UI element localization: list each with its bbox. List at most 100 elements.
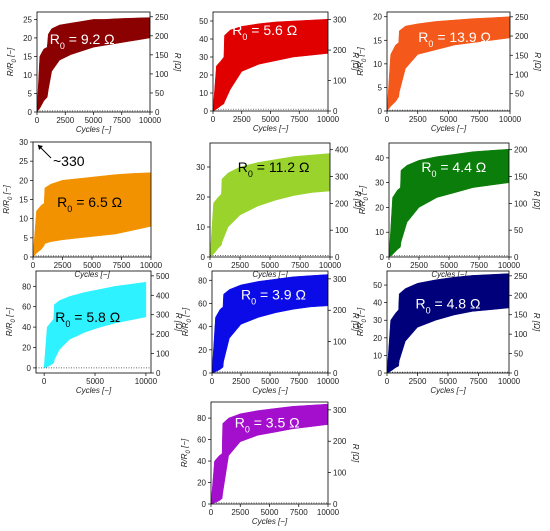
y-right-tick-label: 250 — [155, 13, 169, 22]
y-tick-label: 20 — [19, 176, 28, 185]
y-right-tick-label: 50 — [514, 350, 523, 359]
x-tick-label: 10000 — [498, 261, 521, 270]
r0-label: R0 = 4.8 Ω — [416, 296, 481, 316]
y-right-tick-label: 100 — [333, 77, 347, 86]
y-tick-label: 10 — [19, 215, 28, 224]
panel-1: 0 2500 5000 7500 100000510152025050100150200… — [6, 11, 182, 134]
y-tick-label: 15 — [19, 196, 28, 205]
y-right-tick-label: 200 — [155, 32, 169, 41]
y-right-tick-label: 100 — [514, 330, 528, 339]
y-right-axis-label: R [Ω] — [532, 313, 541, 332]
y-tick-label: 40 — [197, 457, 206, 466]
y-tick-label: 10 — [196, 223, 205, 232]
y-tick-label: 0 — [203, 369, 208, 378]
x-axis-label: Cycles [−] — [252, 386, 288, 395]
y-tick-label: 5 — [28, 89, 33, 98]
resistance-band — [213, 18, 328, 111]
y-tick-label: 20 — [373, 13, 382, 22]
panel-7: 0 5000 100000204060800100200300400500Cycle… — [5, 270, 183, 395]
x-tick-label: 0 — [387, 261, 392, 270]
y-right-tick-label: 0 — [514, 253, 519, 262]
x-tick-label: 7500 — [470, 261, 488, 270]
y-tick-label: 50 — [199, 17, 208, 26]
x-axis-label: Cycles [−] — [430, 386, 466, 395]
y-tick-label: 30 — [19, 138, 28, 147]
y-right-tick-label: 200 — [514, 291, 528, 300]
y-right-tick-label: 0 — [155, 108, 160, 117]
r0-label: R0 = 13.9 Ω — [418, 29, 491, 49]
y-tick-label: 0 — [380, 253, 385, 262]
x-axis-label: Cycles [−] — [431, 270, 467, 279]
y-right-tick-label: 100 — [155, 70, 169, 79]
y-right-tick-label: 100 — [515, 70, 529, 79]
x-axis-label: Cycles [−] — [252, 517, 288, 526]
x-tick-label: 0 — [210, 377, 215, 386]
annotation-label: ~330 — [53, 153, 85, 169]
y-right-tick-label: 0 — [333, 500, 338, 509]
panel-6: 0 2500 5000 7500 10000010203040050100150200C… — [358, 142, 541, 279]
y-right-tick-label: 0 — [335, 253, 340, 262]
y-tick-label: 10 — [375, 228, 384, 237]
y-axis-label: R/R0 [−] — [5, 307, 17, 336]
y-tick-label: 10 — [373, 351, 382, 360]
y-tick-label: 20 — [197, 479, 206, 488]
x-tick-label: 5000 — [261, 377, 279, 386]
y-tick-label: 20 — [198, 346, 207, 355]
y-right-tick-label: 200 — [335, 199, 349, 208]
resistance-band — [211, 403, 328, 504]
y-tick-label: 40 — [198, 323, 207, 332]
panel-9: 0 2500 5000 7500 100000102030405005010015020… — [356, 270, 541, 395]
y-tick-label: 20 — [196, 193, 205, 202]
y-tick-label: 40 — [375, 154, 384, 163]
y-right-tick-label: 100 — [335, 226, 349, 235]
x-axis-label: Cycles [−] — [253, 124, 289, 133]
y-tick-label: 5 — [378, 83, 383, 92]
y-tick-label: 40 — [373, 299, 382, 308]
x-tick-label: 0 — [209, 508, 214, 517]
y-tick-label: 80 — [197, 414, 206, 423]
x-tick-label: 10000 — [317, 377, 340, 386]
y-right-tick-label: 300 — [156, 311, 170, 320]
resistance-band — [210, 153, 330, 257]
x-tick-label: 10000 — [499, 115, 522, 124]
y-tick-label: 80 — [198, 276, 207, 285]
x-tick-label: 7500 — [113, 116, 131, 125]
y-tick-label: 20 — [373, 334, 382, 343]
y-tick-label: 0 — [378, 369, 383, 378]
y-tick-label: 30 — [199, 53, 208, 62]
y-right-tick-label: 150 — [514, 311, 528, 320]
y-right-tick-label: 50 — [155, 89, 164, 98]
y-axis-label: R/R0 [−] — [6, 47, 18, 76]
x-tick-label: 7500 — [113, 261, 131, 270]
r0-label: R0 = 6.5 Ω — [57, 194, 122, 214]
x-tick-label: 7500 — [290, 115, 308, 124]
y-tick-label: 30 — [375, 179, 384, 188]
y-right-tick-label: 100 — [333, 338, 347, 347]
y-tick-label: 40 — [22, 323, 31, 332]
x-tick-label: 2500 — [233, 115, 251, 124]
y-right-axis-label: R [Ω] — [351, 52, 360, 71]
x-tick-label: 10000 — [319, 261, 342, 270]
x-tick-label: 5000 — [440, 261, 458, 270]
x-tick-label: 7500 — [470, 377, 488, 386]
y-right-tick-label: 250 — [515, 13, 529, 22]
y-right-tick-label: 300 — [335, 173, 349, 182]
x-tick-label: 5000 — [440, 115, 458, 124]
y-tick-label: 60 — [197, 436, 206, 445]
y-tick-label: 20 — [22, 344, 31, 353]
y-axis-label: R/R0 [−] — [181, 307, 193, 336]
r0-label: R0 = 11.2 Ω — [238, 159, 310, 179]
y-tick-label: 60 — [22, 303, 31, 312]
x-tick-label: 10000 — [135, 377, 158, 386]
panel-5: 0 2500 5000 7500 1000001020300100200300400Cy… — [196, 142, 362, 279]
y-right-tick-label: 500 — [156, 272, 170, 281]
x-tick-label: 0 — [385, 115, 390, 124]
x-tick-label: 0 — [211, 115, 216, 124]
x-axis-label: Cycles [−] — [76, 386, 112, 395]
y-right-tick-label: 200 — [515, 32, 529, 41]
y-tick-label: 0 — [27, 364, 32, 373]
x-tick-label: 2500 — [232, 377, 250, 386]
resistance-band — [212, 274, 328, 373]
y-right-tick-label: 0 — [333, 369, 338, 378]
y-tick-label: 60 — [198, 299, 207, 308]
